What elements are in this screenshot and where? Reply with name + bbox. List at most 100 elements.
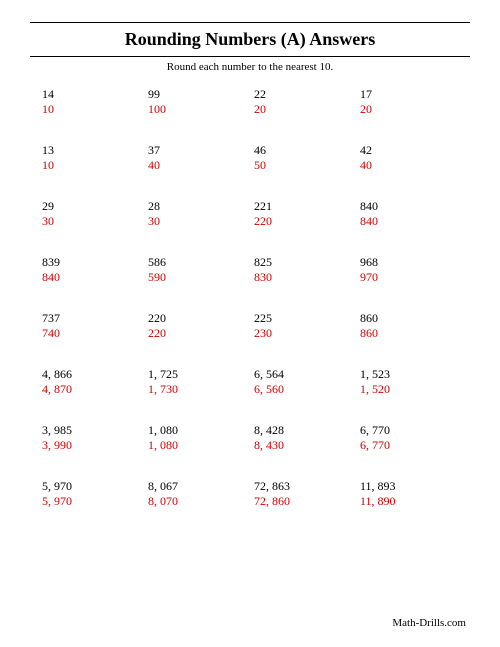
question-value: 99 — [148, 87, 246, 102]
answer-value: 220 — [148, 326, 246, 341]
problem-cell: 225230 — [254, 311, 352, 341]
answer-value: 230 — [254, 326, 352, 341]
answer-value: 72, 860 — [254, 494, 352, 509]
question-value: 13 — [42, 143, 140, 158]
answer-value: 40 — [148, 158, 246, 173]
answer-value: 40 — [360, 158, 458, 173]
problem-cell: 72, 86372, 860 — [254, 479, 352, 509]
problem-cell: 1, 7251, 730 — [148, 367, 246, 397]
question-value: 839 — [42, 255, 140, 270]
question-value: 586 — [148, 255, 246, 270]
question-value: 22 — [254, 87, 352, 102]
answer-value: 50 — [254, 158, 352, 173]
problem-cell: 4, 8664, 870 — [42, 367, 140, 397]
instruction-text: Round each number to the nearest 10. — [30, 61, 470, 73]
answer-value: 590 — [148, 270, 246, 285]
question-value: 968 — [360, 255, 458, 270]
question-value: 72, 863 — [254, 479, 352, 494]
problem-cell: 2220 — [254, 87, 352, 117]
answer-value: 11, 890 — [360, 494, 458, 509]
question-value: 46 — [254, 143, 352, 158]
answer-value: 6, 770 — [360, 438, 458, 453]
problem-cell: 586590 — [148, 255, 246, 285]
answer-value: 840 — [42, 270, 140, 285]
problem-cell: 1720 — [360, 87, 458, 117]
question-value: 840 — [360, 199, 458, 214]
question-value: 1, 523 — [360, 367, 458, 382]
answer-value: 970 — [360, 270, 458, 285]
question-value: 6, 770 — [360, 423, 458, 438]
answer-value: 8, 430 — [254, 438, 352, 453]
page-title: Rounding Numbers (A) Answers — [30, 27, 470, 52]
answer-value: 1, 520 — [360, 382, 458, 397]
question-value: 37 — [148, 143, 246, 158]
question-value: 11, 893 — [360, 479, 458, 494]
answer-value: 30 — [148, 214, 246, 229]
problem-cell: 1410 — [42, 87, 140, 117]
answer-value: 740 — [42, 326, 140, 341]
answer-value: 6, 560 — [254, 382, 352, 397]
answer-value: 30 — [42, 214, 140, 229]
answer-value: 10 — [42, 158, 140, 173]
question-value: 6, 564 — [254, 367, 352, 382]
answer-value: 100 — [148, 102, 246, 117]
problem-cell: 6, 7706, 770 — [360, 423, 458, 453]
problem-cell: 4650 — [254, 143, 352, 173]
problem-cell: 221220 — [254, 199, 352, 229]
worksheet-page: Rounding Numbers (A) Answers Round each … — [0, 0, 500, 647]
problem-cell: 968970 — [360, 255, 458, 285]
problem-cell: 839840 — [42, 255, 140, 285]
question-value: 3, 985 — [42, 423, 140, 438]
answer-value: 830 — [254, 270, 352, 285]
footer-text: Math-Drills.com — [392, 617, 466, 629]
problem-cell: 220220 — [148, 311, 246, 341]
question-value: 5, 970 — [42, 479, 140, 494]
answer-value: 840 — [360, 214, 458, 229]
answer-value: 10 — [42, 102, 140, 117]
answer-value: 8, 070 — [148, 494, 246, 509]
problem-cell: 1310 — [42, 143, 140, 173]
problem-cell: 6, 5646, 560 — [254, 367, 352, 397]
answer-value: 220 — [254, 214, 352, 229]
answer-value: 5, 970 — [42, 494, 140, 509]
problem-cell: 3, 9853, 990 — [42, 423, 140, 453]
problem-cell: 1, 0801, 080 — [148, 423, 246, 453]
question-value: 29 — [42, 199, 140, 214]
problem-cell: 2830 — [148, 199, 246, 229]
problem-cell: 3740 — [148, 143, 246, 173]
question-value: 860 — [360, 311, 458, 326]
problem-cell: 11, 89311, 890 — [360, 479, 458, 509]
problems-grid: 1410991002220172013103740465042402930283… — [30, 87, 470, 509]
question-value: 1, 080 — [148, 423, 246, 438]
answer-value: 860 — [360, 326, 458, 341]
problem-cell: 825830 — [254, 255, 352, 285]
problem-cell: 99100 — [148, 87, 246, 117]
top-rule — [30, 22, 470, 23]
problem-cell: 1, 5231, 520 — [360, 367, 458, 397]
problem-cell: 840840 — [360, 199, 458, 229]
question-value: 737 — [42, 311, 140, 326]
question-value: 14 — [42, 87, 140, 102]
answer-value: 20 — [360, 102, 458, 117]
bottom-rule — [30, 56, 470, 57]
question-value: 28 — [148, 199, 246, 214]
problem-cell: 5, 9705, 970 — [42, 479, 140, 509]
answer-value: 1, 730 — [148, 382, 246, 397]
answer-value: 20 — [254, 102, 352, 117]
problem-cell: 8, 0678, 070 — [148, 479, 246, 509]
problem-cell: 8, 4288, 430 — [254, 423, 352, 453]
answer-value: 1, 080 — [148, 438, 246, 453]
question-value: 17 — [360, 87, 458, 102]
question-value: 825 — [254, 255, 352, 270]
answer-value: 3, 990 — [42, 438, 140, 453]
answer-value: 4, 870 — [42, 382, 140, 397]
question-value: 1, 725 — [148, 367, 246, 382]
question-value: 4, 866 — [42, 367, 140, 382]
question-value: 225 — [254, 311, 352, 326]
problem-cell: 860860 — [360, 311, 458, 341]
question-value: 8, 428 — [254, 423, 352, 438]
question-value: 221 — [254, 199, 352, 214]
problem-cell: 2930 — [42, 199, 140, 229]
problem-cell: 737740 — [42, 311, 140, 341]
question-value: 42 — [360, 143, 458, 158]
